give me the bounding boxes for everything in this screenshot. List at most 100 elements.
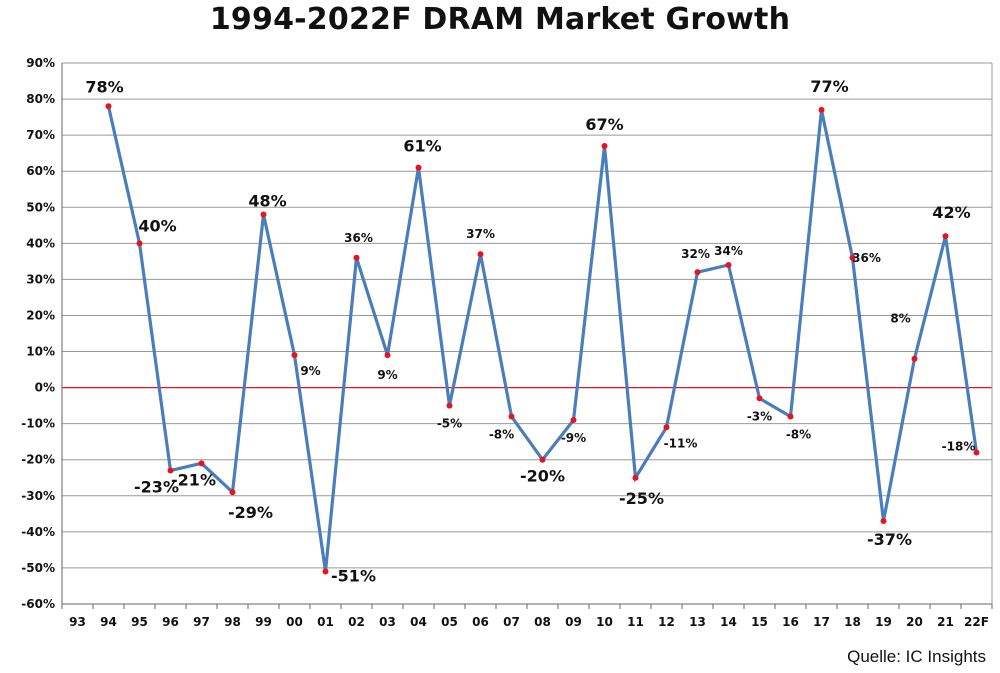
x-tick-label: 94 <box>100 615 117 629</box>
data-markers <box>105 103 980 575</box>
data-label: 77% <box>810 77 848 96</box>
data-point <box>167 467 174 474</box>
y-tick-label: 60% <box>26 164 55 178</box>
data-label: 61% <box>403 137 441 156</box>
data-point <box>136 240 143 247</box>
y-tick-label: 90% <box>26 56 55 70</box>
data-point <box>508 413 515 420</box>
data-label: -3% <box>747 409 772 423</box>
x-tick-label: 22F <box>964 615 989 629</box>
x-tick-label: 93 <box>69 615 86 629</box>
x-tick-label: 12 <box>658 615 675 629</box>
data-label: -5% <box>437 417 462 431</box>
data-point <box>260 211 267 218</box>
data-label: 42% <box>932 203 970 222</box>
data-label: -20% <box>520 467 565 486</box>
data-label: 37% <box>466 227 495 241</box>
y-tick-label: -20% <box>21 453 55 467</box>
x-tick-label: 19 <box>875 615 892 629</box>
data-label: -25% <box>619 489 664 508</box>
data-point <box>632 474 639 481</box>
data-label: -21% <box>171 470 216 489</box>
x-tick-label: 20 <box>906 615 923 629</box>
x-tick-label: 07 <box>503 615 520 629</box>
x-tick-label: 03 <box>379 615 396 629</box>
y-tick-label: 50% <box>26 200 55 214</box>
x-tick-label: 98 <box>224 615 241 629</box>
data-label: 48% <box>248 191 286 210</box>
data-point <box>415 164 422 171</box>
data-label: -9% <box>561 431 586 445</box>
source-note: Quelle: IC Insights <box>847 647 986 666</box>
series-dram-growth <box>106 105 979 572</box>
x-tick-label: 14 <box>720 615 737 629</box>
data-label: 36% <box>852 251 881 265</box>
data-label: 67% <box>585 115 623 134</box>
data-label: -29% <box>228 503 273 522</box>
data-point <box>384 352 391 359</box>
data-label: -23% <box>134 478 179 497</box>
data-label: -18% <box>942 440 976 454</box>
data-labels: 78% 40% -23%-21% -29% 48% 9% -51% 36% 9% 61% -5% 37… <box>85 77 975 586</box>
data-label: 78% <box>85 77 123 96</box>
x-tick-label: 01 <box>317 615 334 629</box>
data-label: -37% <box>867 530 912 549</box>
gridlines <box>62 62 992 605</box>
x-tick-label: 17 <box>813 615 830 629</box>
data-label: 40% <box>138 216 176 235</box>
x-tick-label: 10 <box>596 615 613 629</box>
x-tick-label: 08 <box>534 615 551 629</box>
y-tick-labels: -60% -50% -40% -30% -20% -10% 0% 10% 20% 30% 40% 50… <box>21 56 55 611</box>
y-tick-label: -60% <box>21 597 55 611</box>
data-label: 8% <box>890 312 910 326</box>
y-tick-label: 30% <box>26 272 55 286</box>
data-label: -8% <box>786 427 811 441</box>
data-point <box>973 449 980 456</box>
data-point <box>477 251 484 258</box>
x-tick-label: 21 <box>937 615 954 629</box>
x-tick-labels: 93 94 95 96 97 98 99 00 01 02 03 04 05 06 07 08 09 10 11 12… <box>69 615 989 629</box>
x-tick-label: 11 <box>627 615 644 629</box>
y-tick-label: -40% <box>21 525 55 539</box>
x-tick-label: 18 <box>844 615 861 629</box>
y-tick-label: 40% <box>26 236 55 250</box>
x-tick-label: 05 <box>441 615 458 629</box>
data-point <box>198 460 205 467</box>
data-point <box>570 417 577 424</box>
data-point <box>539 456 546 463</box>
data-label: -8% <box>489 427 514 441</box>
y-tick-label: -30% <box>21 489 55 503</box>
data-label: 34% <box>714 244 743 258</box>
x-tick-label: 15 <box>751 615 768 629</box>
data-point <box>880 518 887 525</box>
data-label: 36% <box>344 231 373 245</box>
x-tick-label: 95 <box>131 615 148 629</box>
data-label: 32% <box>681 247 710 261</box>
data-point <box>601 142 608 149</box>
data-point <box>911 355 918 362</box>
y-tick-label: -10% <box>21 417 55 431</box>
axes <box>61 63 993 609</box>
chart-title: 1994-2022F DRAM Market Growth <box>209 2 791 37</box>
x-tick-label: 13 <box>689 615 706 629</box>
data-point <box>105 103 112 110</box>
x-tick-label: 09 <box>565 615 582 629</box>
data-point <box>322 568 329 575</box>
data-point <box>725 261 732 268</box>
x-tick-label: 16 <box>782 615 799 629</box>
data-label: 9% <box>300 364 320 378</box>
data-label: 9% <box>377 368 397 382</box>
x-tick-label: 00 <box>286 615 303 629</box>
data-label: -51% <box>331 567 376 586</box>
y-tick-label: 20% <box>26 308 55 322</box>
data-point <box>818 106 825 113</box>
y-tick-label: 0% <box>35 381 55 395</box>
x-tick-label: 96 <box>162 615 179 629</box>
x-tick-label: 99 <box>255 615 272 629</box>
y-tick-label: 80% <box>26 92 55 106</box>
data-point <box>849 254 856 261</box>
data-point <box>291 352 298 359</box>
x-tick-label: 06 <box>472 615 489 629</box>
data-point <box>663 424 670 431</box>
x-tick-label: 97 <box>193 615 210 629</box>
